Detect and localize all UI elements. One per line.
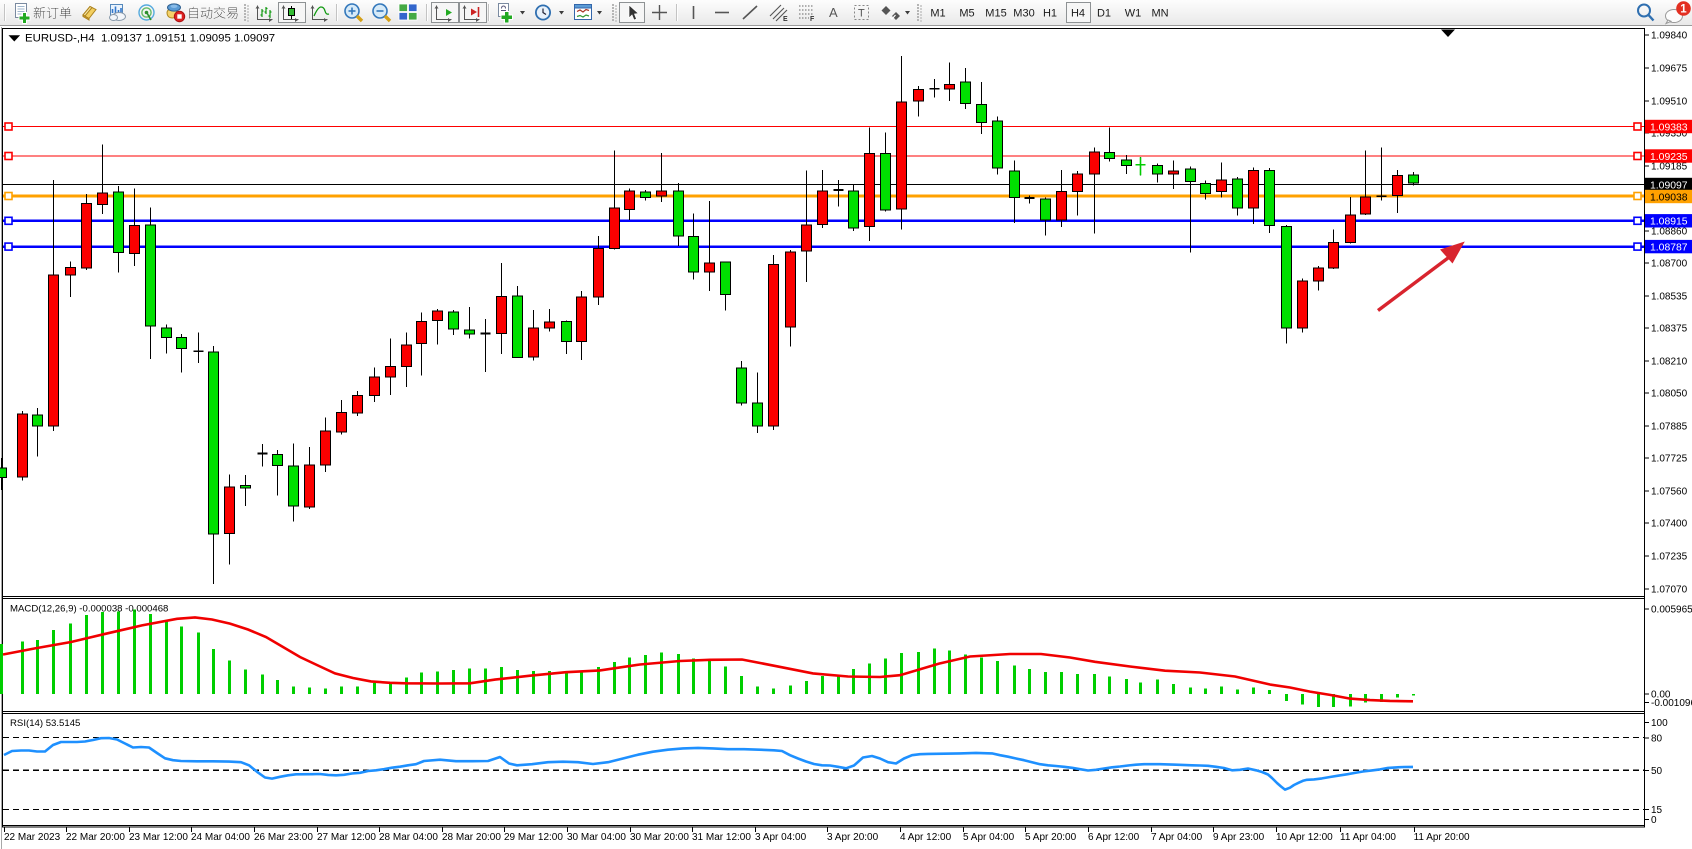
svg-text:MACD(12,26,9) -0.000038 -0.000: MACD(12,26,9) -0.000038 -0.000468 [10, 604, 168, 615]
svg-text:0: 0 [1651, 815, 1657, 826]
svg-text:1.09235: 1.09235 [1650, 152, 1688, 163]
svg-text:F: F [810, 16, 815, 23]
svg-text:1.09097: 1.09097 [1650, 180, 1688, 191]
svg-text:M30: M30 [1013, 8, 1034, 20]
svg-text:3 Apr 20:00: 3 Apr 20:00 [827, 832, 879, 843]
svg-text:5 Apr 04:00: 5 Apr 04:00 [963, 832, 1015, 843]
svg-text:24 Mar 04:00: 24 Mar 04:00 [191, 832, 250, 843]
svg-text:5 Apr 20:00: 5 Apr 20:00 [1025, 832, 1077, 843]
svg-text:1.07885: 1.07885 [1651, 422, 1688, 433]
svg-text:1.09383: 1.09383 [1650, 122, 1688, 133]
svg-text:30 Mar 20:00: 30 Mar 20:00 [630, 832, 689, 843]
svg-text:27 Mar 12:00: 27 Mar 12:00 [317, 832, 376, 843]
svg-text:M15: M15 [985, 8, 1006, 20]
svg-text:E: E [783, 16, 788, 23]
svg-text:23 Mar 12:00: 23 Mar 12:00 [129, 832, 188, 843]
svg-text:100: 100 [1651, 718, 1668, 729]
svg-text:MN: MN [1151, 8, 1168, 20]
svg-text:H4: H4 [1071, 8, 1085, 20]
svg-text:28 Mar 04:00: 28 Mar 04:00 [379, 832, 438, 843]
svg-text:0.005965: 0.005965 [1651, 604, 1692, 615]
svg-text:M5: M5 [959, 8, 974, 20]
svg-text:31 Mar 12:00: 31 Mar 12:00 [692, 832, 751, 843]
svg-text:9 Apr 23:00: 9 Apr 23:00 [1213, 832, 1265, 843]
svg-text:15: 15 [1651, 805, 1663, 816]
svg-text:H1: H1 [1043, 8, 1057, 20]
svg-text:22 Mar 2023: 22 Mar 2023 [4, 832, 61, 843]
svg-text:1.07725: 1.07725 [1651, 454, 1688, 465]
svg-text:22 Mar 20:00: 22 Mar 20:00 [66, 832, 125, 843]
svg-text:80: 80 [1651, 734, 1663, 745]
svg-text:6 Apr 12:00: 6 Apr 12:00 [1088, 832, 1140, 843]
svg-text:11 Apr 20:00: 11 Apr 20:00 [1414, 832, 1470, 843]
svg-text:1.08915: 1.08915 [1650, 217, 1688, 228]
svg-text:10 Apr 12:00: 10 Apr 12:00 [1276, 832, 1333, 843]
svg-text:W1: W1 [1125, 8, 1142, 20]
svg-text:1.09510: 1.09510 [1651, 97, 1688, 108]
svg-text:-0.001096: -0.001096 [1651, 698, 1692, 709]
svg-text:1.09038: 1.09038 [1650, 192, 1688, 203]
svg-text:1.08860: 1.08860 [1651, 227, 1688, 238]
svg-text:1.08700: 1.08700 [1651, 259, 1688, 270]
svg-text:29 Mar 12:00: 29 Mar 12:00 [504, 832, 563, 843]
svg-text:1.08787: 1.08787 [1650, 242, 1688, 253]
svg-text:28 Mar 20:00: 28 Mar 20:00 [442, 832, 501, 843]
svg-text:1.08050: 1.08050 [1651, 389, 1688, 400]
svg-text:1.09350: 1.09350 [1651, 129, 1688, 140]
svg-text:1.09185: 1.09185 [1651, 162, 1688, 173]
svg-text:1.07070: 1.07070 [1651, 585, 1688, 596]
svg-text:M1: M1 [930, 8, 945, 20]
svg-text:1: 1 [1680, 4, 1687, 16]
svg-text:RSI(14) 53.5145: RSI(14) 53.5145 [10, 718, 80, 729]
svg-text:1.08210: 1.08210 [1651, 357, 1688, 368]
svg-text:1.07235: 1.07235 [1651, 552, 1688, 563]
svg-text:EURUSD-,H4 1.09137 1.09151 1.: EURUSD-,H4 1.09137 1.09151 1.09095 1.090… [25, 32, 275, 44]
svg-text:3 Apr 04:00: 3 Apr 04:00 [755, 832, 807, 843]
svg-text:0.00: 0.00 [1651, 690, 1671, 701]
svg-text:1.09675: 1.09675 [1651, 64, 1688, 75]
svg-text:D1: D1 [1097, 8, 1111, 20]
svg-text:1.07400: 1.07400 [1651, 519, 1688, 530]
svg-text:7 Apr 04:00: 7 Apr 04:00 [1151, 832, 1203, 843]
svg-text:1.09840: 1.09840 [1651, 31, 1688, 42]
svg-text:A: A [829, 5, 838, 20]
svg-text:1.08535: 1.08535 [1651, 292, 1688, 303]
svg-text:26 Mar 23:00: 26 Mar 23:00 [254, 832, 313, 843]
svg-text:50: 50 [1651, 766, 1663, 777]
svg-text:11 Apr 04:00: 11 Apr 04:00 [1340, 832, 1396, 843]
svg-text:30 Mar 04:00: 30 Mar 04:00 [567, 832, 626, 843]
svg-text:1.08375: 1.08375 [1651, 324, 1688, 335]
svg-text:4 Apr 12:00: 4 Apr 12:00 [900, 832, 952, 843]
svg-text:T: T [858, 8, 865, 20]
svg-text:1.07560: 1.07560 [1651, 487, 1688, 498]
